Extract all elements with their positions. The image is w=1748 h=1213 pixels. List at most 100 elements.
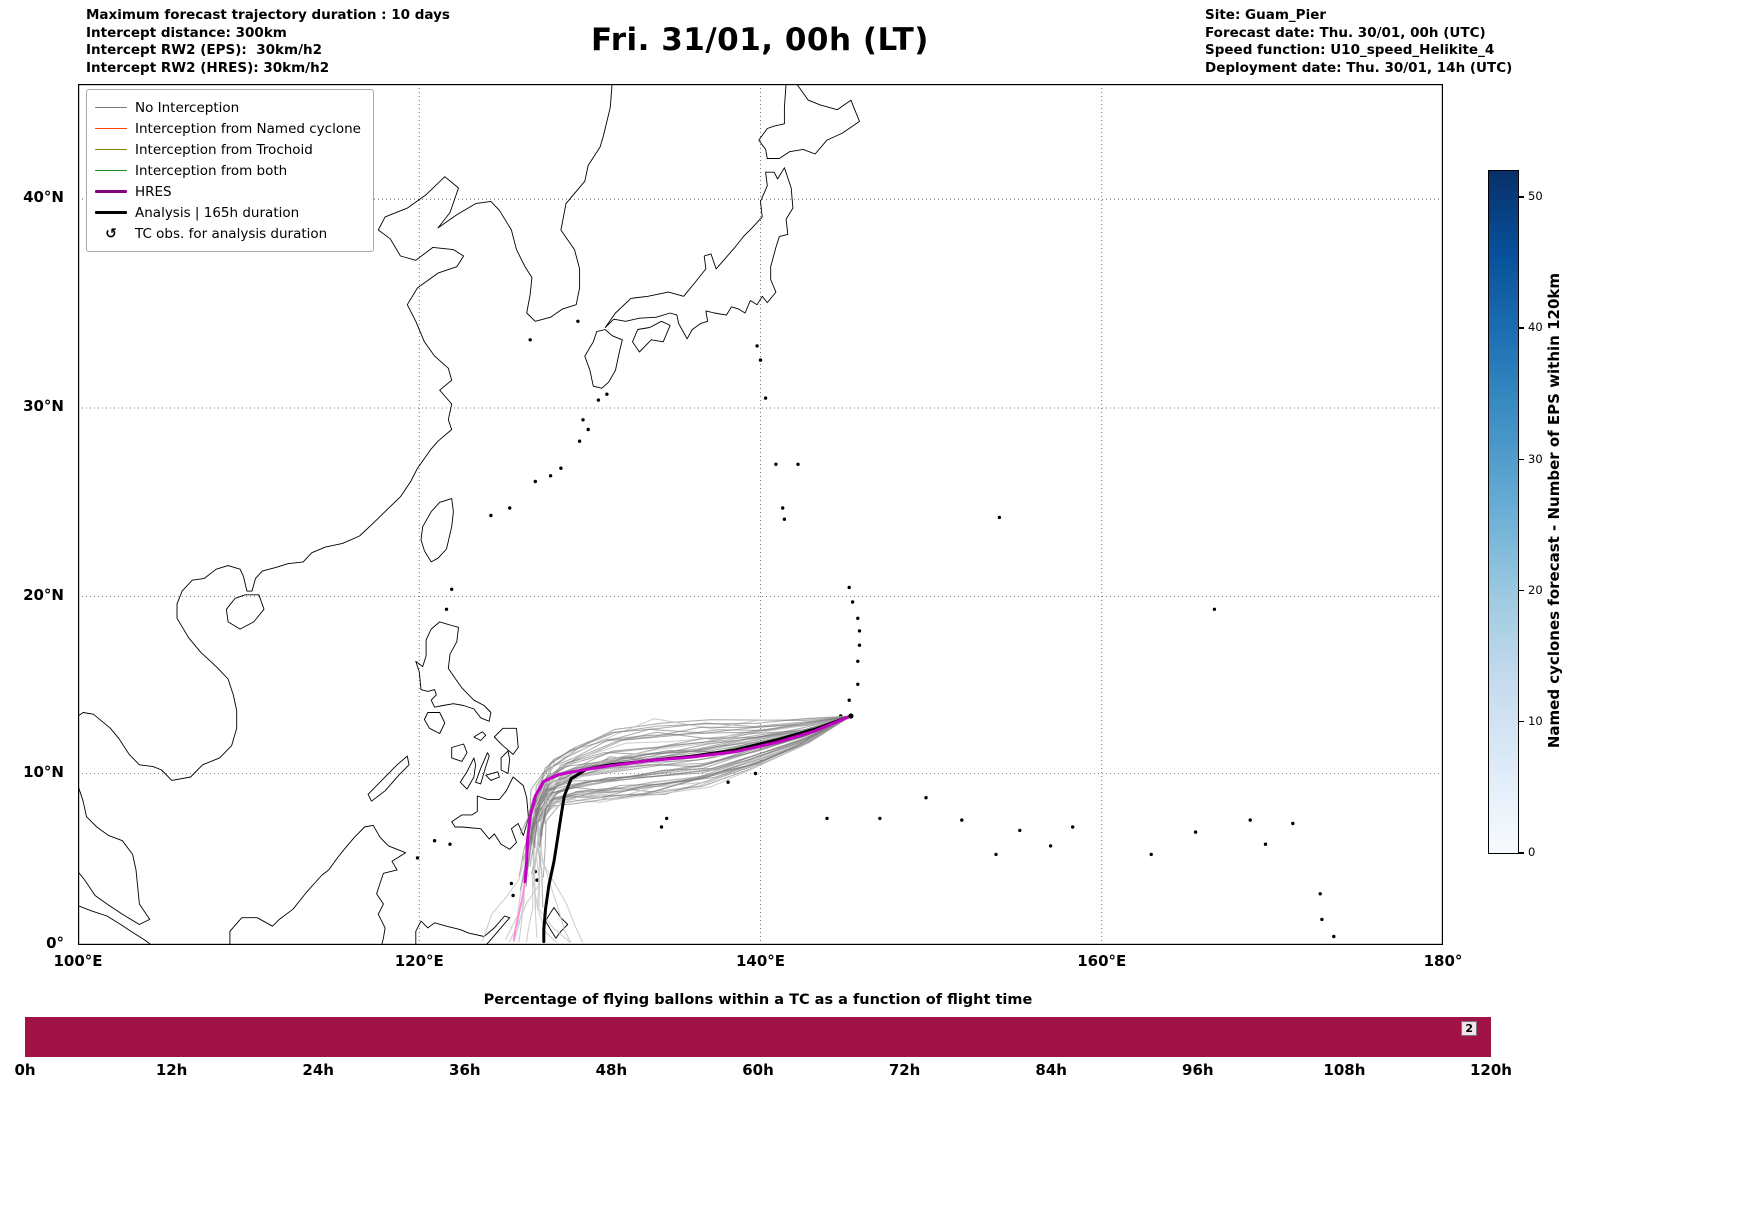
legend-swatch (95, 189, 127, 194)
legend-item: No Interception (95, 97, 361, 118)
coastline-cebu (475, 752, 490, 785)
island-dot (548, 474, 553, 478)
eps-member-track (527, 715, 852, 869)
eps-member-track (525, 715, 852, 943)
coastline-negros (459, 757, 477, 790)
latitude-tick-label: 0° (46, 934, 64, 952)
island-dot (659, 825, 664, 829)
island-dot (535, 878, 539, 882)
colorbar-tick-mark (1519, 589, 1524, 592)
legend-line-icon (95, 127, 127, 130)
island-dot (596, 398, 601, 402)
tc-percentage-bar: 2 (25, 1017, 1491, 1057)
island-dot (781, 506, 785, 510)
legend-label: Interception from both (135, 162, 288, 179)
analysis-track (542, 714, 853, 944)
coastline-hokkaido (758, 84, 860, 159)
island-dot (448, 842, 452, 846)
longitude-axis-labels: 100°E 120°E 140°E 160°E 180° (53, 945, 1462, 975)
intercept-distance-line: Intercept distance: 300km (86, 24, 287, 41)
plot-frame (78, 84, 1443, 945)
island-dot (782, 517, 787, 521)
island-dot (856, 682, 860, 686)
colorbar-tick-mark (1519, 852, 1524, 854)
legend-label: Analysis | 165h duration (135, 204, 300, 221)
colorbar-ticks: 0 10 20 30 40 50 (1519, 170, 1564, 859)
island-dot (444, 607, 449, 611)
eps-member-track (538, 715, 852, 846)
island-dot (509, 881, 514, 886)
island-dot (960, 818, 964, 822)
coastline-sumatra-ne (78, 905, 152, 945)
island-dot (924, 796, 928, 800)
coastline-honshu (604, 167, 794, 340)
coastline-sulawesi-north (415, 915, 511, 945)
colorbar-axis-label: Named cyclones forecast - Number of EPS … (1545, 170, 1563, 852)
colorbar-axis-label-text: Named cyclones forecast - Number of EPS … (1545, 273, 1563, 749)
colorbar-tick-mark (1519, 720, 1524, 723)
longitude-tick-label: 100°E (53, 952, 103, 970)
colorbar-tick-label: 20 (1528, 582, 1543, 597)
island-dot (774, 462, 778, 466)
island-dot (847, 585, 851, 590)
coastline-panay (451, 743, 468, 762)
island-dot (1071, 825, 1075, 829)
coastline-mindanao (451, 776, 529, 850)
coastline-leyte (500, 750, 511, 774)
island-dot (581, 418, 585, 422)
coastline-malay-peninsula (78, 785, 151, 925)
island-dot (1263, 842, 1268, 846)
deployment-date-line: Deployment date: Thu. 30/01, 14h (UTC) (1205, 59, 1513, 76)
island-dot (1212, 607, 1217, 611)
island-dot (533, 479, 537, 484)
flight-time-tick-label: 36h (449, 1061, 481, 1079)
coastline-samar (493, 727, 519, 755)
island-dot (1318, 892, 1322, 896)
longitude-tick-label: 140°E (735, 952, 786, 970)
legend-item: Interception from Trochoid (95, 139, 361, 160)
legend-label: Interception from Named cyclone (135, 120, 361, 137)
island-dot (857, 629, 862, 633)
flight-time-tick-label: 96h (1182, 1061, 1214, 1079)
island-dot (1291, 821, 1295, 826)
island-dot (856, 659, 860, 663)
colorbar-tick-mark (1519, 458, 1524, 461)
island-dot (726, 780, 730, 784)
legend-item: Analysis | 165h duration (95, 202, 361, 223)
island-dot (796, 462, 800, 466)
latitude-tick-label: 30°N (23, 396, 64, 415)
eps-member-track (528, 715, 851, 813)
coastline-masbate (473, 731, 487, 741)
longitude-tick-label: 160°E (1077, 952, 1127, 970)
island-dot (1193, 830, 1198, 834)
eps-member-track (533, 715, 851, 847)
island-dot (994, 852, 998, 857)
coastline-hainan (225, 594, 265, 630)
flight-time-tick-label: 0h (14, 1061, 36, 1079)
colorbar-tick-label: 40 (1528, 320, 1543, 335)
island-dot (665, 816, 669, 821)
coastline-palawan (367, 755, 410, 802)
island-dot (857, 643, 862, 647)
legend-line-icon (95, 189, 127, 194)
eps-member-track (530, 715, 852, 847)
legend-label: HRES (135, 183, 172, 200)
coastline-luzon (415, 621, 492, 722)
hres-track-tail (512, 881, 526, 941)
coastline-bohol (485, 771, 500, 781)
figure-title: Fri. 31/01, 00h (LT) (591, 22, 929, 58)
island-dot (559, 466, 563, 470)
island-dot (576, 319, 580, 323)
latitude-axis-labels: 0° 10°N 20°N 30°N 40°N (0, 84, 70, 952)
latitude-tick-label: 20°N (23, 585, 64, 604)
island-dot (1149, 852, 1153, 857)
coastline-borneo (229, 824, 407, 945)
eps-member-track (537, 715, 852, 943)
colorbar-tick-mark (1519, 196, 1524, 198)
island-dot (856, 616, 860, 620)
island-dot (850, 600, 855, 604)
island-dot (1248, 818, 1252, 822)
island-dot (1018, 828, 1022, 833)
island-dot (1320, 917, 1324, 922)
coastline-shikoku (632, 320, 671, 353)
